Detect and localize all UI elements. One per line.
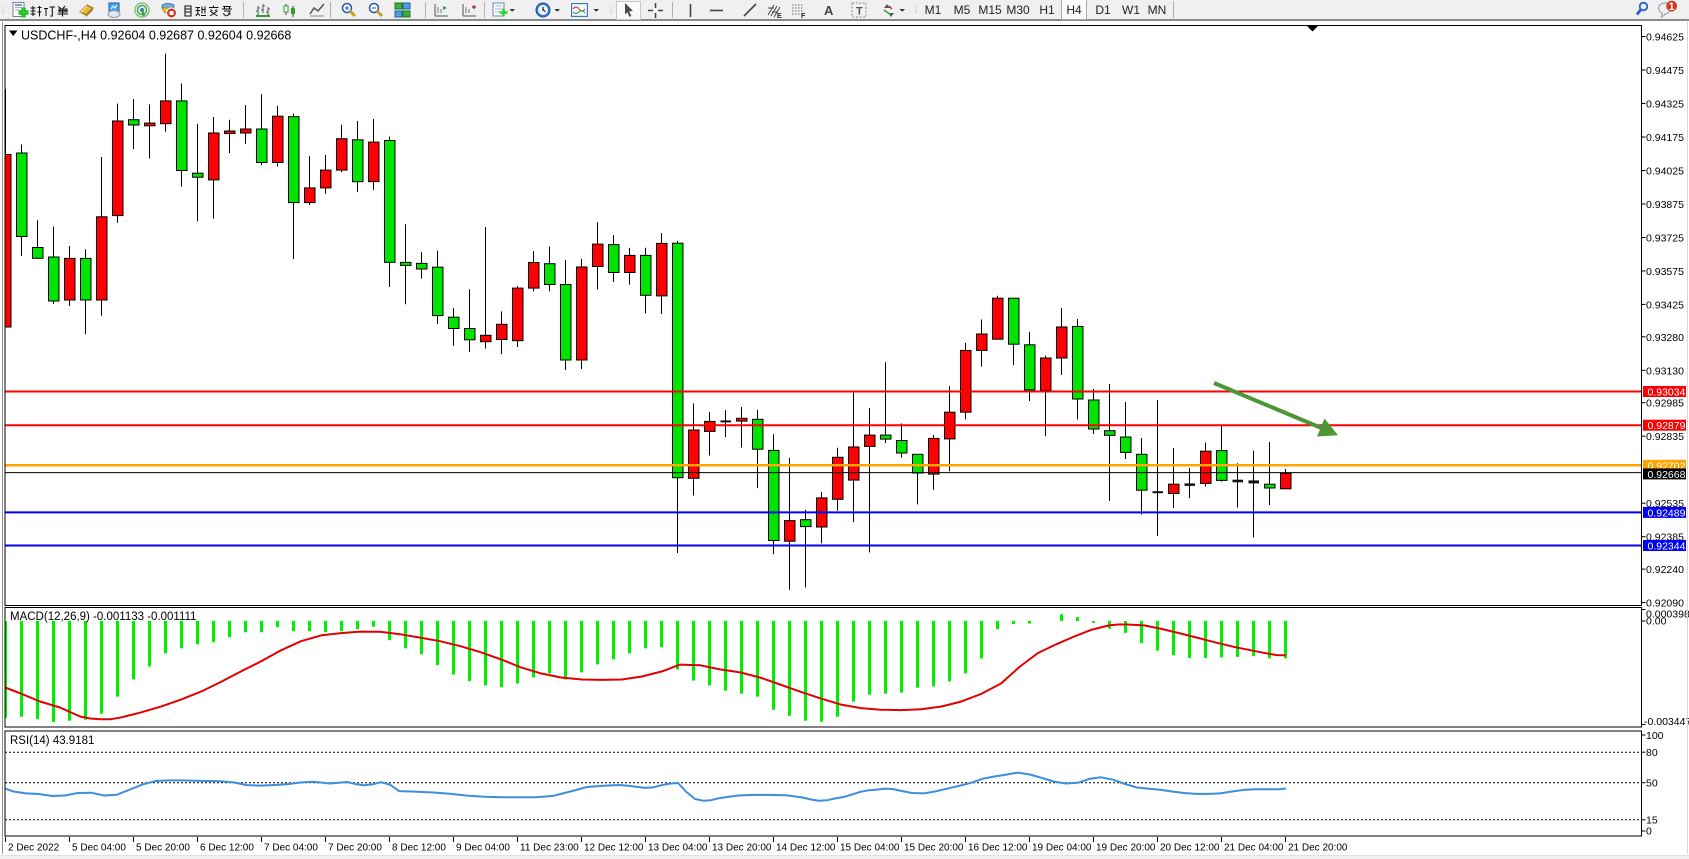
- svg-text:0.93130: 0.93130: [1646, 365, 1684, 377]
- svg-text:20 Dec 12:00: 20 Dec 12:00: [1160, 843, 1220, 854]
- svg-text:MACD(12,26,9) -0.001133 -0.001: MACD(12,26,9) -0.001133 -0.001111: [10, 611, 196, 623]
- svg-text:100: 100: [1646, 730, 1664, 742]
- svg-text:0.93034: 0.93034: [1648, 387, 1686, 399]
- svg-text:E: E: [777, 13, 782, 19]
- svg-text:0.92344: 0.92344: [1648, 541, 1686, 553]
- svg-text:15: 15: [1646, 815, 1658, 827]
- svg-text:0.92985: 0.92985: [1646, 398, 1684, 410]
- svg-text:21 Dec 04:00: 21 Dec 04:00: [1224, 843, 1284, 854]
- svg-text:0.93575: 0.93575: [1646, 266, 1684, 278]
- svg-text:19 Dec 20:00: 19 Dec 20:00: [1096, 843, 1156, 854]
- svg-text:19 Dec 04:00: 19 Dec 04:00: [1032, 843, 1092, 854]
- svg-text:0.92240: 0.92240: [1646, 564, 1684, 576]
- svg-text:0.94325: 0.94325: [1646, 99, 1684, 111]
- svg-text:USDCHF-,H4 0.92604 0.92687 0.: USDCHF-,H4 0.92604 0.92687 0.92604 0.926…: [21, 29, 291, 43]
- svg-text:7 Dec 20:00: 7 Dec 20:00: [328, 843, 382, 854]
- svg-text:9 Dec 04:00: 9 Dec 04:00: [456, 843, 510, 854]
- svg-text:0.92835: 0.92835: [1646, 431, 1684, 443]
- svg-text:14 Dec 12:00: 14 Dec 12:00: [776, 843, 836, 854]
- svg-text:0.94175: 0.94175: [1646, 132, 1684, 144]
- svg-text:13 Dec 04:00: 13 Dec 04:00: [648, 843, 708, 854]
- svg-text:0.92668: 0.92668: [1648, 469, 1686, 481]
- svg-text:0.94625: 0.94625: [1646, 32, 1684, 44]
- svg-text:12 Dec 12:00: 12 Dec 12:00: [584, 843, 644, 854]
- svg-text:-0.003447: -0.003447: [1644, 716, 1689, 728]
- svg-text:80: 80: [1646, 747, 1658, 759]
- svg-text:21 Dec 20:00: 21 Dec 20:00: [1288, 843, 1348, 854]
- svg-text:F: F: [801, 13, 806, 19]
- svg-text:1: 1: [1669, 1, 1675, 13]
- svg-text:0.92489: 0.92489: [1648, 507, 1686, 519]
- svg-text:13 Dec 20:00: 13 Dec 20:00: [712, 843, 772, 854]
- svg-text:6 Dec 12:00: 6 Dec 12:00: [200, 843, 254, 854]
- svg-text:50: 50: [1646, 778, 1658, 790]
- svg-text:0.92879: 0.92879: [1648, 420, 1686, 432]
- svg-text:11 Dec 23:00: 11 Dec 23:00: [520, 843, 579, 854]
- svg-text:0: 0: [1646, 826, 1652, 838]
- svg-text:8 Dec 12:00: 8 Dec 12:00: [392, 843, 446, 854]
- svg-text:0.94475: 0.94475: [1646, 65, 1684, 77]
- svg-text:2 Dec 2022: 2 Dec 2022: [8, 843, 60, 854]
- svg-text:0.00: 0.00: [1646, 616, 1667, 628]
- svg-text:0.93425: 0.93425: [1646, 299, 1684, 311]
- svg-text:16 Dec 12:00: 16 Dec 12:00: [968, 843, 1028, 854]
- svg-text:RSI(14) 43.9181: RSI(14) 43.9181: [10, 735, 94, 747]
- svg-text:15 Dec 20:00: 15 Dec 20:00: [904, 843, 964, 854]
- svg-text:7 Dec 04:00: 7 Dec 04:00: [264, 843, 318, 854]
- svg-text:0.94025: 0.94025: [1646, 166, 1684, 178]
- svg-text:T: T: [856, 6, 863, 18]
- svg-text:0.92090: 0.92090: [1646, 598, 1684, 610]
- svg-text:0.93875: 0.93875: [1646, 199, 1684, 211]
- svg-text:0.93280: 0.93280: [1646, 332, 1684, 344]
- svg-text:0.93725: 0.93725: [1646, 233, 1684, 245]
- svg-text:0.000398: 0.000398: [1646, 609, 1689, 621]
- svg-text:15 Dec 04:00: 15 Dec 04:00: [840, 843, 900, 854]
- svg-text:5 Dec 04:00: 5 Dec 04:00: [72, 843, 126, 854]
- svg-text:5 Dec 20:00: 5 Dec 20:00: [136, 843, 190, 854]
